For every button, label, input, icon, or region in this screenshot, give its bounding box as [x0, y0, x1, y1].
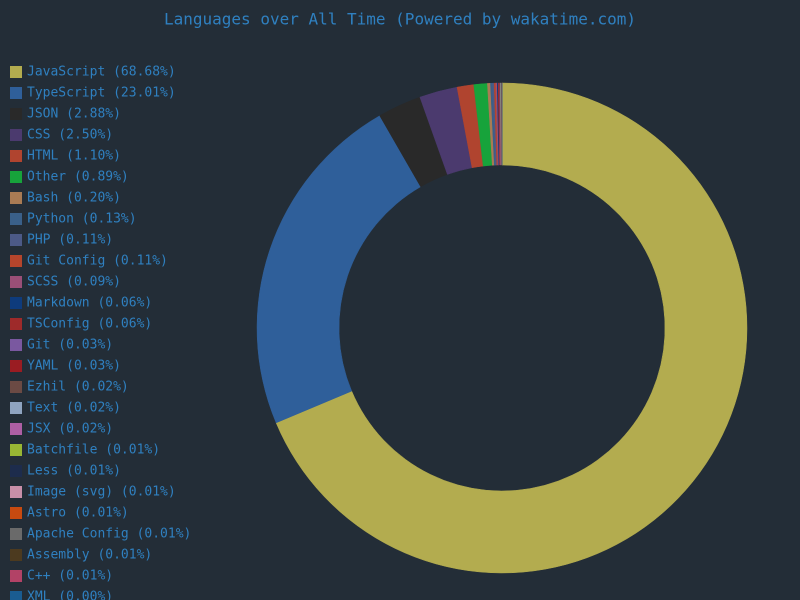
legend-swatch — [10, 297, 22, 309]
legend-swatch — [10, 381, 22, 393]
legend-label: JavaScript (68.68%) — [27, 65, 176, 80]
legend-swatch — [10, 276, 22, 288]
legend-swatch — [10, 339, 22, 351]
legend-swatch — [10, 465, 22, 477]
legend-label: Markdown (0.06%) — [27, 296, 152, 311]
legend-label: Apache Config (0.01%) — [27, 527, 191, 542]
legend-swatch — [10, 108, 22, 120]
legend-swatch — [10, 129, 22, 141]
legend-label: Astro (0.01%) — [27, 506, 129, 521]
legend-swatch — [10, 213, 22, 225]
legend-label: TypeScript (23.01%) — [27, 86, 176, 101]
legend-label: HTML (1.10%) — [27, 149, 121, 164]
legend-swatch — [10, 318, 22, 330]
legend-swatch — [10, 591, 22, 600]
legend-label: Other (0.89%) — [27, 170, 129, 185]
legend-label: Batchfile (0.01%) — [27, 443, 160, 458]
legend-swatch — [10, 87, 22, 99]
legend-label: Image (svg) (0.01%) — [27, 485, 176, 500]
legend-label: Git (0.03%) — [27, 338, 113, 353]
legend-label: Git Config (0.11%) — [27, 254, 168, 269]
legend-swatch — [10, 255, 22, 267]
legend-label: CSS (2.50%) — [27, 128, 113, 143]
donut-slice — [256, 115, 421, 424]
legend-label: Bash (0.20%) — [27, 191, 121, 206]
legend-label: PHP (0.11%) — [27, 233, 113, 248]
legend-swatch — [10, 66, 22, 78]
legend-swatch — [10, 402, 22, 414]
legend-swatch — [10, 507, 22, 519]
legend-swatch — [10, 171, 22, 183]
legend-swatch — [10, 528, 22, 540]
legend-label: JSX (0.02%) — [27, 422, 113, 437]
legend-swatch — [10, 150, 22, 162]
legend-label: YAML (0.03%) — [27, 359, 121, 374]
legend-label: Ezhil (0.02%) — [27, 380, 129, 395]
legend-label: SCSS (0.09%) — [27, 275, 121, 290]
legend-label: Python (0.13%) — [27, 212, 137, 227]
legend-swatch — [10, 360, 22, 372]
donut-slice — [275, 82, 748, 574]
legend-swatch — [10, 549, 22, 561]
legend-swatch — [10, 444, 22, 456]
legend-label: Text (0.02%) — [27, 401, 121, 416]
legend-label: TSConfig (0.06%) — [27, 317, 152, 332]
legend-swatch — [10, 570, 22, 582]
legend-swatch — [10, 423, 22, 435]
chart-title: Languages over All Time (Powered by waka… — [164, 10, 636, 29]
legend-label: C++ (0.01%) — [27, 569, 113, 584]
legend-swatch — [10, 486, 22, 498]
legend-label: JSON (2.88%) — [27, 107, 121, 122]
legend-label: Less (0.01%) — [27, 464, 121, 479]
legend-swatch — [10, 192, 22, 204]
legend-label: XML (0.00%) — [27, 590, 113, 600]
legend-label: Assembly (0.01%) — [27, 548, 152, 563]
legend-swatch — [10, 234, 22, 246]
